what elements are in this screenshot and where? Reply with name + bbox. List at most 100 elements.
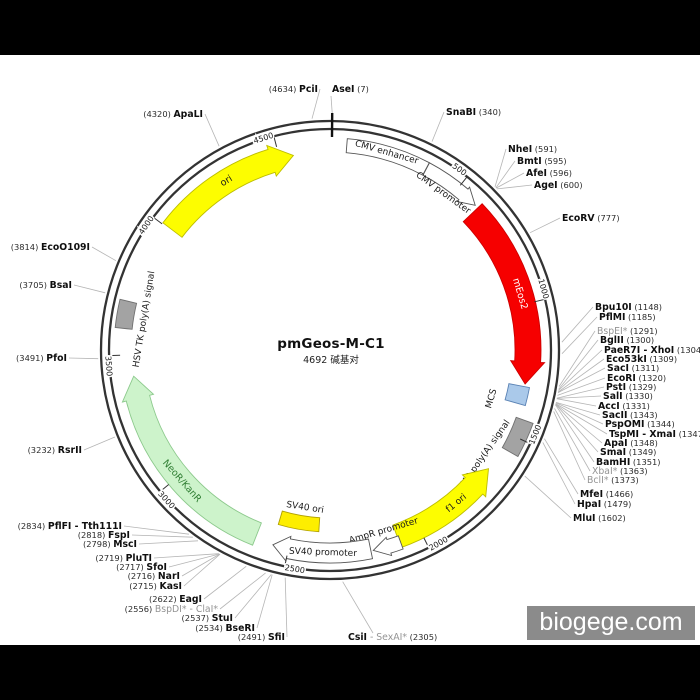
site-label-bseri: (2534) BseRI bbox=[195, 623, 255, 634]
site-label-xbai: XbaI* (1363) bbox=[592, 466, 648, 477]
leader-sfoi bbox=[168, 553, 220, 568]
site-label-paer7i-xhoi: PaeR7I - XhoI (1304) bbox=[604, 345, 700, 356]
site-label-pluti: (2719) PluTI bbox=[95, 553, 152, 564]
watermark: biogege.com bbox=[527, 606, 695, 640]
site-label-bsai: (3705) BsaI bbox=[19, 280, 72, 291]
plasmid-size-label: 4692 碱基对 bbox=[303, 355, 359, 366]
tick-3000 bbox=[159, 484, 170, 493]
site-label-apai: ApaI (1348) bbox=[604, 438, 658, 449]
site-label-kasi: (2715) KasI bbox=[129, 581, 182, 592]
leader-mlui bbox=[524, 475, 572, 519]
leader-mfei bbox=[544, 438, 579, 495]
tick-label-4000: 4000 bbox=[137, 214, 156, 236]
feature-label-hsv-tk-poly-a-signal: HSV TK poly(A) signal bbox=[132, 270, 158, 368]
feature-label-mcs: MCS bbox=[484, 388, 499, 410]
leader-ecorv bbox=[529, 217, 561, 234]
feature-label-sv40-promoter: SV40 promoter bbox=[289, 547, 358, 559]
tick-2000 bbox=[423, 537, 430, 549]
leader-apali bbox=[204, 113, 220, 147]
leader-stui bbox=[234, 574, 272, 619]
leader-bcli bbox=[553, 411, 586, 481]
site-label-pspomi: PspOMI (1344) bbox=[605, 419, 675, 430]
leader-bseri bbox=[256, 574, 273, 629]
site-label-bmti: BmtI (595) bbox=[517, 156, 567, 167]
site-label-bamhi: BamHI (1351) bbox=[596, 457, 661, 468]
leader-saci bbox=[557, 367, 606, 393]
leader-pflmi bbox=[561, 316, 598, 354]
site-label-eagi: (2622) EagI bbox=[149, 594, 202, 605]
site-label-afei: AfeI (596) bbox=[526, 168, 572, 179]
leader-bglii bbox=[558, 339, 599, 390]
leader-smai bbox=[555, 403, 599, 453]
letterbox-top bbox=[0, 0, 700, 55]
feature-sv40-poly-a-signal bbox=[501, 416, 534, 458]
tick-label-2000: 2000 bbox=[427, 535, 449, 553]
site-label-bcli: BclI* (1373) bbox=[587, 475, 639, 486]
leader-csii bbox=[342, 581, 374, 634]
site-label-apali: (4320) ApaLI bbox=[143, 109, 203, 120]
tick-4500 bbox=[273, 135, 278, 148]
leader-asei bbox=[330, 95, 333, 114]
leader-afei bbox=[495, 172, 525, 189]
leader-hpai bbox=[542, 442, 576, 505]
leader-rsrii bbox=[83, 436, 116, 451]
feature-ampr-promoter bbox=[372, 535, 404, 557]
site-label-mfei: MfeI (1466) bbox=[580, 489, 633, 500]
leader-ecori bbox=[557, 377, 606, 396]
site-label-stui: (2537) StuI bbox=[182, 613, 233, 624]
site-label-sfii: (2491) SfiI bbox=[238, 632, 285, 643]
site-label-hpai: HpaI (1479) bbox=[577, 499, 631, 510]
leader-pflfi-tth111i bbox=[123, 525, 190, 535]
leader-pfoi bbox=[68, 357, 99, 360]
leader-bsai bbox=[73, 284, 106, 294]
site-label-nari: (2716) NarI bbox=[128, 571, 180, 582]
leader-paer7i-xhoi bbox=[558, 349, 603, 391]
site-label-ecorv: EcoRV (777) bbox=[562, 213, 620, 224]
site-label-fspi: (2818) FspI bbox=[78, 530, 130, 541]
feature-hsv-tk-poly-a-signal bbox=[114, 298, 138, 330]
site-label-mlui: MluI (1602) bbox=[573, 513, 626, 524]
site-label-smai: SmaI (1349) bbox=[600, 447, 656, 458]
tick-1500 bbox=[519, 438, 531, 445]
site-label-ecoo109i: (3814) EcoO109I bbox=[11, 242, 90, 253]
feature-f1-ori bbox=[392, 468, 490, 549]
site-label-sfoi: (2717) SfoI bbox=[116, 562, 167, 573]
leader-sacii bbox=[555, 402, 601, 416]
feature-meos2 bbox=[462, 203, 546, 385]
leader-bspdi-clai bbox=[219, 572, 266, 610]
leader-eagi bbox=[203, 565, 247, 600]
leader-pluti bbox=[153, 553, 219, 559]
leader-tspmi-xmai bbox=[555, 403, 608, 435]
leader-acci bbox=[556, 398, 597, 407]
site-label-pflfi-tth111i: (2834) PflFI - Tth111I bbox=[18, 521, 122, 532]
site-label-acci: AccI (1331) bbox=[598, 401, 650, 412]
site-label-eco53ki: Eco53kI (1309) bbox=[606, 354, 677, 365]
feature-ori bbox=[162, 144, 295, 238]
site-label-ecori: EcoRI (1320) bbox=[607, 373, 666, 384]
site-label-pflmi: PflMI (1185) bbox=[599, 312, 656, 323]
leader-psti bbox=[556, 386, 605, 399]
leader-bamhi bbox=[555, 404, 595, 463]
leader-sali bbox=[556, 395, 602, 399]
leader-sfii bbox=[284, 577, 288, 638]
leader-agei bbox=[496, 184, 533, 190]
feature-cmv-promoter bbox=[422, 162, 476, 206]
tick-4000 bbox=[152, 216, 163, 225]
site-label-bglii: BglII (1300) bbox=[600, 335, 654, 346]
tick-2500 bbox=[284, 555, 288, 567]
leader-nari bbox=[181, 553, 220, 577]
tick-500 bbox=[459, 175, 468, 186]
site-label-nhei: NheI (591) bbox=[508, 144, 557, 155]
site-label-agei: AgeI (600) bbox=[534, 180, 583, 191]
site-label-bspdi-clai: (2556) BspDI* - ClaI* bbox=[125, 604, 219, 615]
feature-label-ori: ori bbox=[218, 173, 234, 189]
leader-ecoo109i bbox=[91, 246, 117, 262]
site-label-tspmi-xmai: TspMI - XmaI (1347) bbox=[609, 429, 700, 440]
tick-label-2500: 2500 bbox=[284, 563, 306, 575]
leader-kasi bbox=[183, 553, 221, 587]
site-label-snabi: SnaBI (340) bbox=[446, 107, 501, 118]
leader-eco53ki bbox=[557, 358, 605, 393]
site-label-sacii: SacII (1343) bbox=[602, 410, 658, 421]
